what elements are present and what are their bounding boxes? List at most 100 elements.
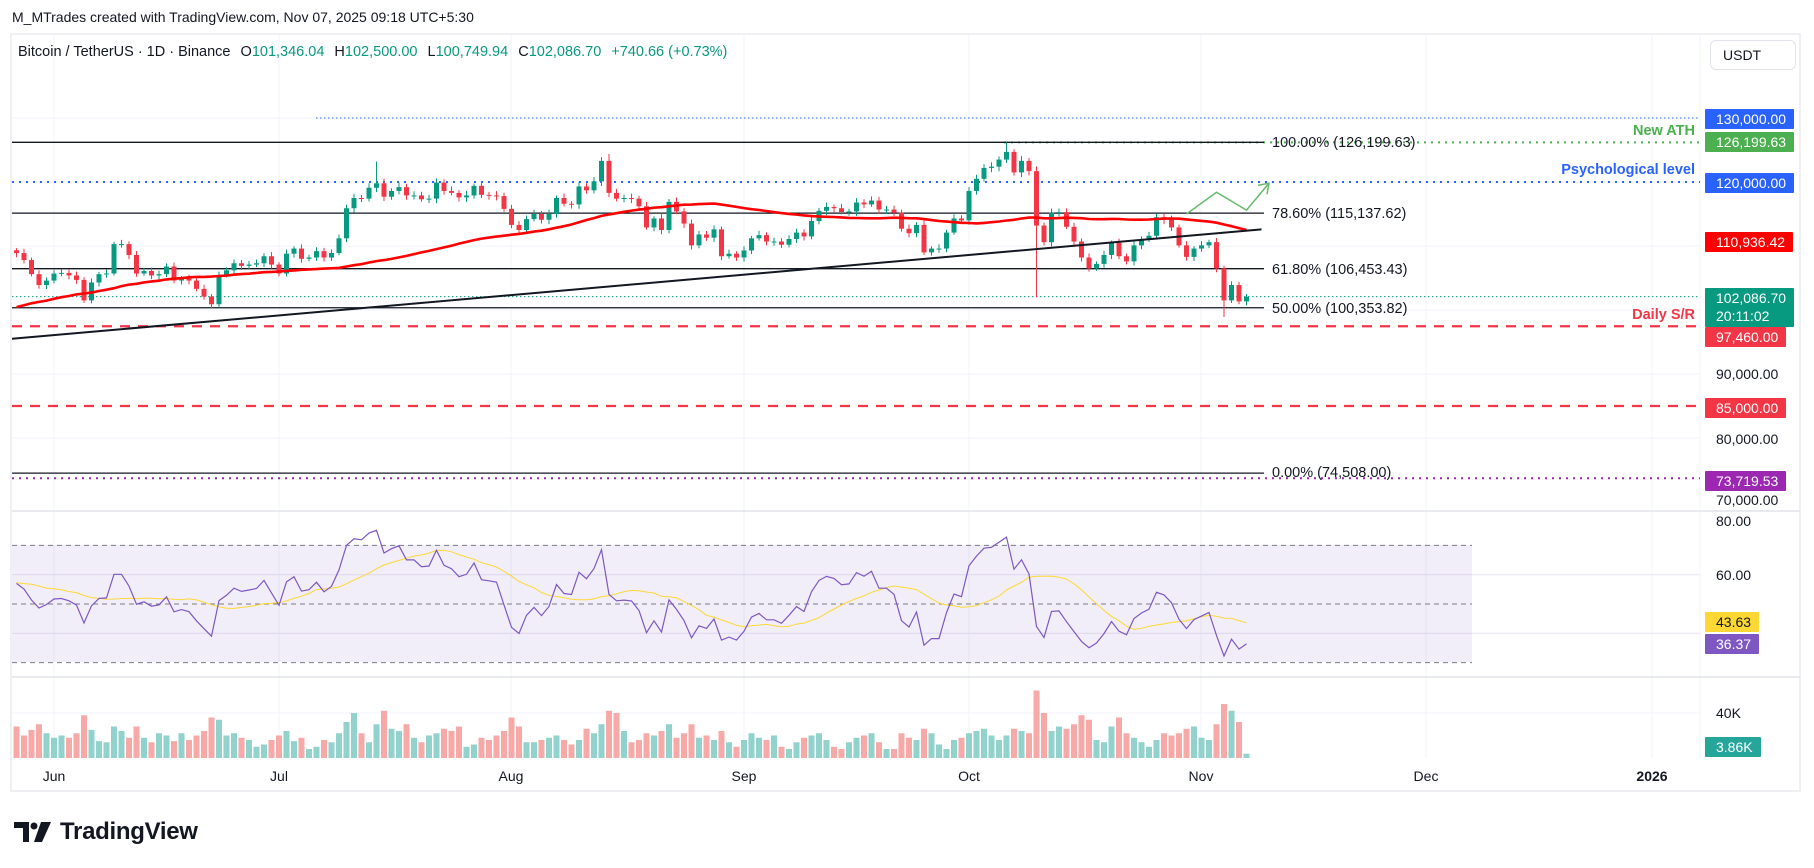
volume-bar xyxy=(778,746,785,758)
candle-body xyxy=(261,256,267,264)
candle-body xyxy=(1026,160,1032,172)
candle-body xyxy=(644,206,649,228)
candle-body xyxy=(471,185,477,196)
volume-bar xyxy=(928,733,935,758)
symbol-title[interactable]: Bitcoin / TetherUS · 1D · Binance xyxy=(18,44,231,60)
volume-bar xyxy=(141,737,147,758)
candle-body xyxy=(81,279,87,301)
volume-bar xyxy=(1168,735,1175,758)
candle-body xyxy=(524,219,529,230)
candle-body xyxy=(779,241,784,245)
volume-bar xyxy=(838,749,845,758)
volume-bar xyxy=(583,728,590,758)
volume-bar xyxy=(298,737,305,758)
candle-body xyxy=(134,254,139,274)
candle-body xyxy=(839,208,844,213)
candle-body xyxy=(1214,242,1219,269)
volume-bar xyxy=(223,735,230,758)
volume-bar xyxy=(591,733,597,758)
volume-bar xyxy=(988,735,995,758)
badge-volume: 3.86K xyxy=(1705,737,1761,757)
volume-bar xyxy=(486,740,492,758)
volume-bar xyxy=(546,737,552,758)
low-label: L xyxy=(427,44,436,60)
low-value: 100,749.94 xyxy=(435,44,509,60)
candle-body xyxy=(681,211,687,224)
open-label: O xyxy=(240,44,252,60)
candle-body xyxy=(884,209,889,211)
candle-body xyxy=(546,214,552,220)
candle-body xyxy=(216,275,222,305)
volume-bar xyxy=(1033,690,1040,758)
volume-bar xyxy=(1213,724,1220,758)
volume-bar xyxy=(816,733,822,758)
candle-body xyxy=(104,273,109,275)
volume-bar xyxy=(1183,728,1190,758)
projection-path xyxy=(1186,182,1270,215)
volume-bar xyxy=(171,741,177,758)
candle-body xyxy=(321,251,327,258)
candle-body xyxy=(501,196,507,209)
candle-body xyxy=(231,263,237,271)
rsi-tick: 80.00 xyxy=(1716,513,1752,529)
volume-bar xyxy=(666,724,672,758)
candle-body xyxy=(854,202,859,212)
volume-bar xyxy=(906,737,912,758)
volume-bar xyxy=(981,728,987,758)
candle-body xyxy=(14,250,19,254)
candle-body xyxy=(726,253,732,257)
volume-bar xyxy=(943,749,950,758)
volume-bar xyxy=(1221,704,1227,758)
volume-bar xyxy=(156,733,162,758)
volume-bar xyxy=(516,726,522,758)
candle-body xyxy=(891,209,897,213)
volume-bar xyxy=(643,733,650,758)
candle-body xyxy=(36,274,42,286)
candle-body xyxy=(336,238,342,254)
volume-bar xyxy=(1056,726,1062,758)
volume-bar xyxy=(688,724,695,758)
time-label-2026: 2026 xyxy=(1636,768,1668,784)
volume-bar xyxy=(658,731,665,758)
candle-body xyxy=(959,218,964,221)
candle-body xyxy=(689,223,694,246)
volume-bar xyxy=(388,728,395,758)
volume-bar xyxy=(321,740,327,758)
candle-body xyxy=(929,248,934,253)
high-label: H xyxy=(334,44,345,60)
candle-body xyxy=(344,208,349,239)
volume-bar xyxy=(1243,753,1250,758)
volume-bar xyxy=(531,742,537,758)
candle-body xyxy=(764,235,769,242)
tradingview-logo-icon xyxy=(14,822,51,842)
rsi-ma-line xyxy=(16,549,1247,630)
candle-body xyxy=(1124,256,1129,262)
candle-body xyxy=(966,190,972,221)
badge-low-level: 73,719.53 xyxy=(1705,471,1787,491)
high-value: 102,500.00 xyxy=(344,44,418,60)
currency-button[interactable]: USDT xyxy=(1710,40,1796,70)
volume-bar xyxy=(673,737,680,758)
candle-body xyxy=(141,270,147,274)
tradingview-logo[interactable]: TradingView xyxy=(14,818,198,846)
volume-bar xyxy=(823,740,830,758)
candle-body xyxy=(711,229,717,238)
candle-body xyxy=(449,190,454,193)
volume-bar xyxy=(148,742,155,758)
candle-body xyxy=(351,198,357,209)
candle-body xyxy=(936,248,942,250)
volume-bar xyxy=(726,742,732,758)
price-tick: 80,000.00 xyxy=(1716,431,1779,447)
volume-bar xyxy=(636,740,642,758)
volume-bar xyxy=(96,741,102,758)
volume-bar xyxy=(268,740,275,758)
candle-body xyxy=(246,264,252,266)
candle-body xyxy=(621,198,627,199)
volume-bar xyxy=(418,742,425,758)
volume-bar xyxy=(1078,715,1085,758)
candle-body xyxy=(831,206,837,209)
volume-bar xyxy=(1138,742,1145,758)
candle-body xyxy=(179,278,184,281)
volume-bar xyxy=(216,719,222,758)
